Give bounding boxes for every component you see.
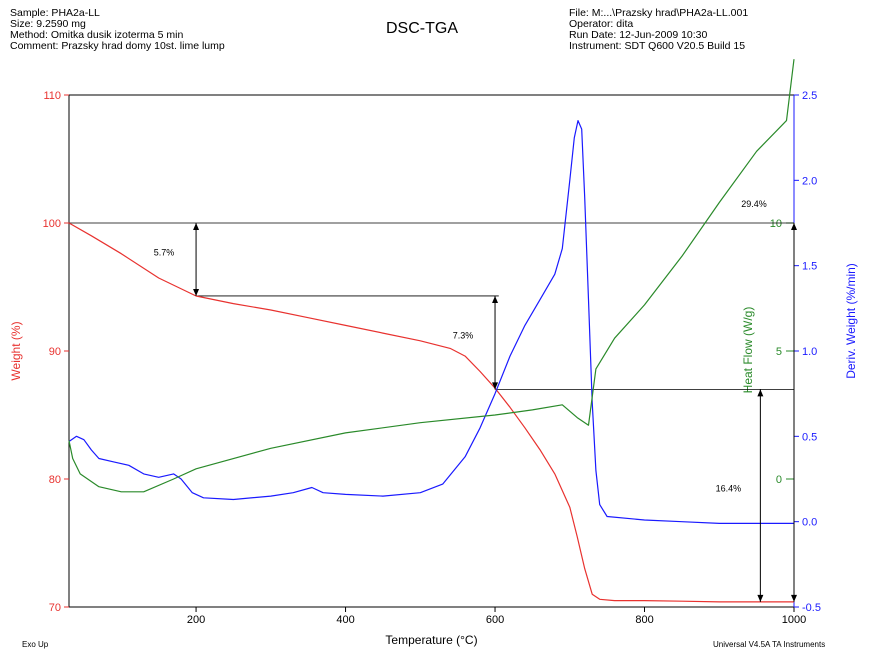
x-tick-label: 800 xyxy=(635,614,653,626)
right-y-tick-label: 0.5 xyxy=(802,431,817,443)
comment-line: Comment: Prazsky hrad domy 10st. lime lu… xyxy=(10,40,225,52)
heat-y-tick-label: 0 xyxy=(776,474,782,486)
left-y-tick-label: 90 xyxy=(49,346,61,358)
size-line: Size: 9.2590 mg xyxy=(10,18,86,30)
deriv-weight-curve xyxy=(68,120,794,524)
operator-line: Operator: dita xyxy=(569,18,634,30)
chart-title: DSC-TGA xyxy=(386,20,458,37)
x-tick-label: 400 xyxy=(336,614,354,626)
right-y-tick-label: 1.0 xyxy=(802,346,817,358)
mass-loss-arrow-head xyxy=(757,389,764,397)
mass-loss-label: 29.4% xyxy=(741,199,767,209)
left-y-tick-label: 70 xyxy=(49,602,61,614)
right-y-tick-label: 2.0 xyxy=(802,175,817,187)
heat-y-tick-label: 10 xyxy=(770,218,782,230)
mass-loss-arrow-head xyxy=(791,594,797,602)
mass-loss-label: 5.7% xyxy=(154,247,175,257)
sample-line: Sample: PHA2a-LL xyxy=(10,7,100,19)
left-y-tick-label: 110 xyxy=(43,90,61,102)
mass-loss-label: 16.4% xyxy=(716,484,742,494)
instrument-line: Instrument: SDT Q600 V20.5 Build 15 xyxy=(569,40,746,52)
right-y-tick-label: 0.0 xyxy=(802,517,817,529)
file-line: File: M:...\Prazsky hrad\PHA2a-LL.001 xyxy=(569,7,749,19)
right-y-tick-label: 1.5 xyxy=(802,261,817,273)
x-tick-label: 1000 xyxy=(782,614,806,626)
left-y-tick-label: 80 xyxy=(49,474,61,486)
heat-y-axis-label: Heat Flow (W/g) xyxy=(741,307,755,394)
left-y-axis-label: Weight (%) xyxy=(9,321,23,380)
mass-loss-arrow-head xyxy=(492,295,499,303)
right-y-tick-label: 2.5 xyxy=(802,90,817,102)
right-y-axis-label: Deriv. Weight (%/min) xyxy=(844,263,858,379)
weight-curve xyxy=(68,222,794,603)
x-tick-label: 200 xyxy=(187,614,205,626)
right-y-tick-label: -0.5 xyxy=(802,602,821,614)
software-version-note: Universal V4.5A TA Instruments xyxy=(713,640,826,649)
mass-loss-arrow-head xyxy=(791,223,797,230)
left-y-tick-label: 100 xyxy=(43,218,61,230)
mass-loss-label: 7.3% xyxy=(453,331,474,341)
mass-loss-arrow-head xyxy=(757,594,764,602)
heat-y-tick-label: 5 xyxy=(776,346,782,358)
heat-flow-curve xyxy=(68,59,795,493)
method-line: Method: Omitka dusik izoterma 5 min xyxy=(10,29,184,41)
mass-loss-arrow-head xyxy=(492,382,499,390)
x-tick-label: 600 xyxy=(486,614,504,626)
mass-loss-arrow-head xyxy=(193,288,200,296)
sample-info-block: Sample: PHA2a-LL Size: 9.2590 mg Method:… xyxy=(10,8,225,52)
exo-up-note: Exo Up xyxy=(22,640,49,649)
run-info-block: File: M:...\Prazsky hrad\PHA2a-LL.001 Op… xyxy=(569,8,748,52)
run-date-line: Run Date: 12-Jun-2009 10:30 xyxy=(569,29,708,41)
mass-loss-arrow-head xyxy=(193,223,200,230)
x-axis-label: Temperature (°C) xyxy=(385,633,477,647)
